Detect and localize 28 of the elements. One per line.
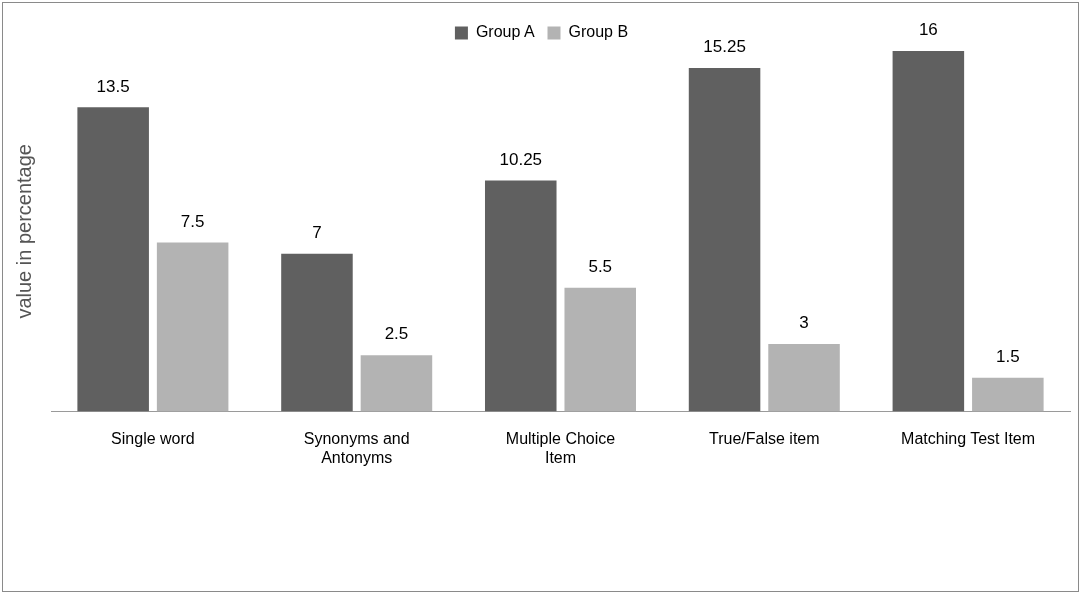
bar xyxy=(688,67,761,412)
data-label: 15.25 xyxy=(703,37,746,57)
y-axis-title: value in percentage xyxy=(12,144,35,319)
bar xyxy=(972,377,1044,412)
bar xyxy=(768,343,840,412)
x-tick-label: Single word xyxy=(111,429,195,447)
bar xyxy=(360,355,433,412)
data-label: 1.5 xyxy=(996,346,1020,366)
bar xyxy=(564,287,637,412)
x-tick-label: Matching Test Item xyxy=(901,429,1036,447)
legend-label: Group A xyxy=(475,23,535,41)
legend-label: Group B xyxy=(568,23,629,41)
data-label: 5.5 xyxy=(588,256,613,276)
x-tick-label: True/False item xyxy=(709,429,820,447)
data-label: 7 xyxy=(312,223,322,243)
bar xyxy=(77,107,149,412)
x-tick-label: Multiple Choice Item xyxy=(505,429,616,466)
bar xyxy=(281,253,353,412)
bar xyxy=(892,51,965,412)
data-label: 13.5 xyxy=(96,76,130,96)
data-label: 16 xyxy=(918,20,938,40)
data-label: 3 xyxy=(799,313,809,333)
data-label: 2.5 xyxy=(384,324,409,344)
data-label: 7.5 xyxy=(180,211,205,231)
x-tick-label: Synonyms and Antonyms xyxy=(303,429,410,466)
bar xyxy=(156,242,229,412)
data-label: 10.25 xyxy=(499,149,543,169)
bar xyxy=(484,180,557,412)
